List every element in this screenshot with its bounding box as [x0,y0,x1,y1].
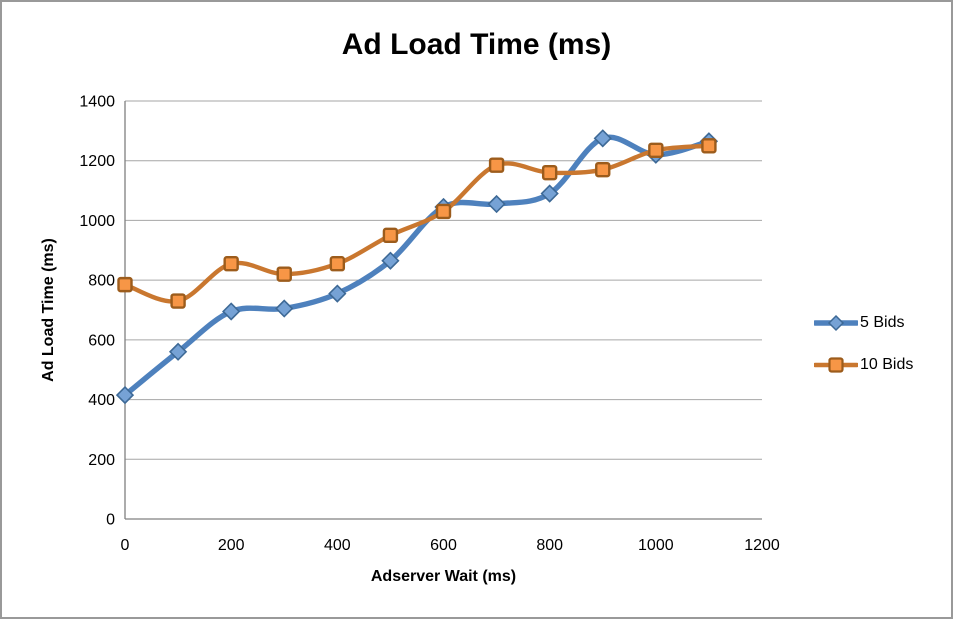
data-point-square [435,203,452,220]
y-tick-label: 600 [88,332,115,349]
legend-label-5-bids: 5 Bids [860,314,905,331]
y-tick-label: 800 [88,273,115,290]
y-tick-label: 1400 [79,94,115,111]
y-tick-label: 200 [88,452,115,469]
x-tick-label: 1000 [638,537,674,554]
x-tick-label: 800 [536,537,563,554]
data-point-square [541,164,558,181]
series-10-bids-marker-icon [814,356,858,374]
y-tick-label: 1200 [79,153,115,170]
data-point-square [223,256,239,272]
series-line-5-bids [122,134,712,398]
data-point-square [648,142,664,158]
x-tick-label: 200 [218,537,245,554]
data-point-diamond [168,342,188,361]
data-point-square [701,138,717,154]
data-point-diamond [381,251,400,270]
legend: 5 Bids 10 Bids [814,314,913,374]
data-point-square [329,256,346,272]
x-tick-label: 600 [430,537,457,554]
data-point-diamond [593,129,612,148]
data-point-square [595,161,611,178]
data-point-diamond [540,184,559,203]
data-point-diamond [115,385,135,405]
x-axis-title: Adserver Wait (ms) [370,568,517,585]
chart-title: Ad Load Time (ms) [341,28,612,61]
data-point-square [117,276,133,293]
data-point-square [488,157,505,173]
y-tick-label: 1000 [79,213,115,230]
data-point-square [382,227,399,244]
legend-item-10-bids: 10 Bids [814,356,913,374]
x-tick-label: 0 [121,537,130,554]
data-point-diamond [222,302,241,321]
legend-item-5-bids: 5 Bids [814,314,913,332]
x-tick-label: 1200 [744,537,780,554]
y-tick-label: 0 [106,512,115,529]
x-tick-label: 400 [324,537,351,554]
y-tick-label: 400 [88,392,115,409]
y-axis-title: Ad Load Time (ms) [40,238,57,382]
data-point-diamond [275,299,294,318]
data-point-square [170,293,186,309]
data-point-diamond [328,284,347,303]
data-point-square [276,266,292,282]
series-5-bids-marker-icon [814,314,858,332]
data-point-diamond [487,194,506,214]
series-line-10-bids [122,143,712,304]
legend-label-10-bids: 10 Bids [860,356,914,373]
